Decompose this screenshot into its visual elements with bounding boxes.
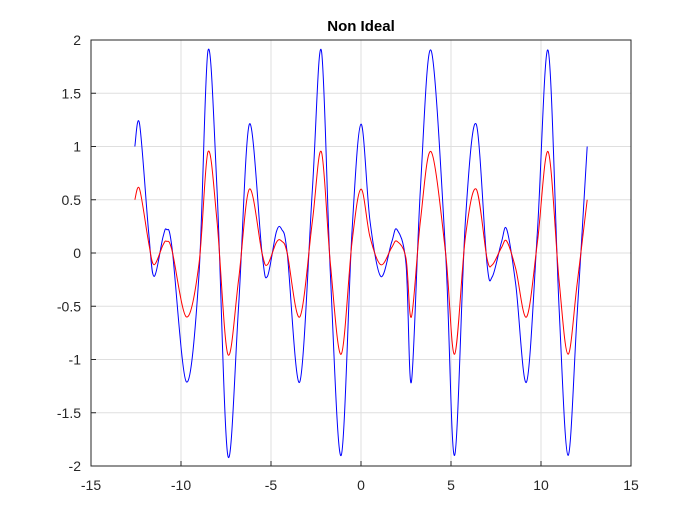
x-tick-label: 15 — [623, 477, 639, 493]
x-tick-label: -5 — [265, 477, 278, 493]
series-layer — [134, 48, 588, 459]
x-tick-label: 10 — [533, 477, 549, 493]
y-tick-label: 0.5 — [62, 192, 82, 208]
series-line-2 — [134, 150, 588, 356]
y-tick-label: 1 — [73, 139, 81, 155]
y-tick-label: -2 — [69, 458, 82, 474]
x-tick-label: -10 — [171, 477, 191, 493]
y-tick-label: 1.5 — [62, 85, 82, 101]
y-axis: -2 -1.5 -1 -0.5 0 0.5 1 1.5 2 — [57, 32, 96, 474]
y-tick-label: -1 — [69, 352, 82, 368]
y-tick-label: 0 — [73, 245, 81, 261]
y-tick-label: 2 — [73, 32, 81, 48]
y-tick-label: -0.5 — [57, 298, 81, 314]
y-tick-label: -1.5 — [57, 405, 81, 421]
chart-title: Non Ideal — [327, 18, 395, 35]
x-tick-label: 0 — [357, 477, 365, 493]
series-line-1 — [134, 48, 588, 459]
x-tick-label: -15 — [81, 477, 101, 493]
x-axis: -15 -10 -5 0 5 10 15 — [81, 461, 639, 493]
x-tick-label: 5 — [447, 477, 455, 493]
